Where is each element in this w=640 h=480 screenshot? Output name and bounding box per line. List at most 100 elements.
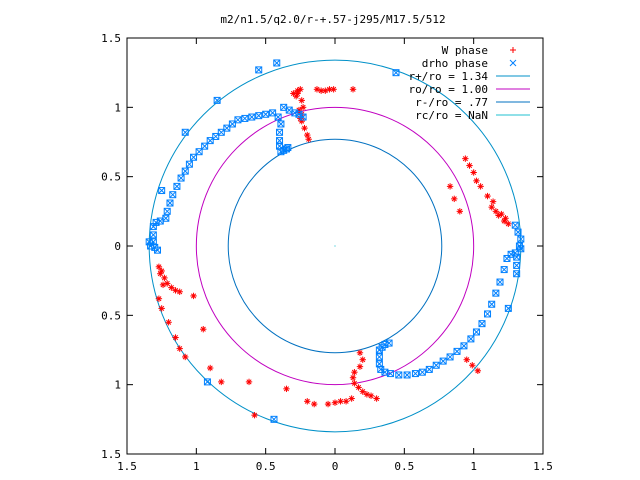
w-phase-point: [351, 380, 358, 387]
w-phase-point: [299, 104, 307, 111]
drho-phase-point: [276, 142, 284, 150]
w-phase-point: [190, 292, 197, 300]
chart-title: m2/n1.5/q2.0/r-+.57-j295/M17.5/512: [220, 13, 445, 26]
drho-phase-point: [411, 370, 419, 378]
w-phase-point: [359, 388, 366, 395]
w-phase-point: [311, 400, 318, 408]
w-phase-point: [456, 208, 463, 215]
w-phase-point: [466, 162, 473, 169]
w-phase-point: [172, 334, 179, 341]
w-phase-point: [330, 86, 337, 93]
drho-phase-point: [255, 112, 263, 120]
drho-phase-point: [514, 228, 522, 236]
legend-label: r-/ro = .77: [415, 96, 488, 109]
drho-phase-point: [158, 187, 166, 195]
drho-phase-point: [274, 113, 282, 121]
drho-phase-point: [276, 137, 284, 145]
drho-phase-point: [492, 289, 500, 297]
drho-phase-point: [517, 235, 525, 243]
drho-phase-point: [299, 113, 307, 121]
w-phase-point: [505, 220, 512, 228]
w-phase-point: [349, 86, 357, 93]
w-phase-point: [349, 374, 357, 381]
w-phase-point: [492, 208, 500, 215]
drho-phase-point: [228, 120, 236, 128]
drho-phase-point: [375, 346, 383, 354]
w-phase-point: [463, 356, 470, 363]
w-phase-point: [351, 368, 358, 376]
w-phase-point: [245, 378, 253, 386]
w-phase-point: [348, 395, 355, 402]
w-phase-point: [373, 395, 380, 402]
w-phase-point: [305, 136, 312, 143]
drho-phase-point: [478, 320, 486, 328]
w-phase-point: [182, 353, 189, 361]
y-tick-label: 1: [114, 379, 121, 392]
drho-phase-point: [190, 153, 198, 161]
drho-phase-point: [177, 174, 185, 182]
drho-phase-point: [511, 221, 519, 229]
drho-phase-point: [484, 310, 492, 318]
drho-phase-point: [496, 278, 504, 286]
drho-phase-point: [154, 246, 162, 254]
drho-phase-point: [439, 357, 447, 365]
w-phase-point: [155, 263, 163, 270]
w-phase-point: [451, 195, 458, 203]
w-phase-point: [495, 212, 502, 219]
axis-ticks: 1.5 1 0.5 0 0.5 1 1.51.510.500.511.5: [101, 32, 553, 473]
drho-phase-point: [504, 304, 512, 312]
y-tick-label: 1.5: [101, 32, 121, 45]
y-tick-label: 1: [114, 101, 121, 114]
w-phase-point: [470, 169, 477, 176]
w-phase-point: [331, 399, 339, 406]
w-phase-point: [304, 398, 311, 405]
drho-phase-point: [467, 335, 475, 343]
w-phase-point: [297, 86, 304, 93]
drho-phase-point: [149, 231, 157, 239]
drho-phase-point: [276, 128, 284, 136]
w-phase-point: [477, 183, 484, 190]
drho-phase-point: [185, 160, 193, 168]
y-tick-label: 0: [114, 240, 121, 253]
drho-phase-point: [284, 144, 292, 152]
drho-phase-point: [472, 328, 480, 336]
y-tick-label: 0.5: [101, 171, 121, 184]
y-tick-label: 1.5: [101, 448, 121, 461]
drho-phase-point: [432, 361, 440, 369]
center-point: [334, 245, 336, 247]
w-phase-point: [356, 349, 364, 356]
x-tick-label: 1: [470, 460, 477, 473]
legend-label: W phase: [442, 44, 488, 57]
w-phase-point: [337, 398, 344, 405]
data-markers: [145, 59, 525, 423]
drho-phase-point: [195, 148, 203, 156]
x-tick-label: 0.5: [394, 460, 414, 473]
w-phase-point: [218, 378, 225, 386]
w-phase-point: [158, 305, 165, 312]
drho-phase-point: [453, 347, 461, 355]
w-phase-point: [298, 97, 305, 104]
circle-r2: [227, 138, 443, 354]
drho-phase-point: [375, 353, 383, 361]
x-tick-label: 1: [193, 460, 200, 473]
drho-phase-point: [446, 353, 454, 361]
y-tick-label: 0.5: [101, 309, 121, 322]
drho-phase-point: [255, 66, 263, 74]
drho-phase-point: [513, 261, 521, 269]
w-phase-point: [200, 326, 207, 333]
drho-phase-point: [500, 266, 508, 274]
drho-phase-point: [273, 59, 281, 67]
x-tick-label: 1.5: [117, 460, 137, 473]
w-phase-point: [488, 203, 495, 211]
drho-phase-point: [241, 114, 249, 122]
drho-phase-point: [386, 370, 394, 378]
drho-phase-point: [181, 167, 189, 175]
drho-phase-point: [270, 415, 278, 423]
drho-phase-point: [513, 253, 521, 261]
w-phase-point: [301, 124, 308, 132]
drho-phase-point: [169, 191, 177, 199]
drho-phase-point: [262, 110, 270, 118]
w-phase-point: [159, 281, 167, 289]
